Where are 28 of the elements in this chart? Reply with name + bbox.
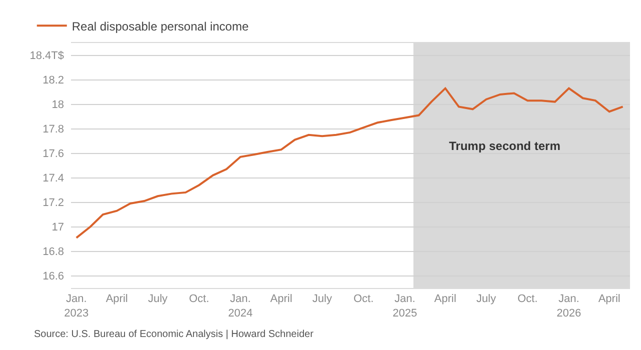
y-tick-label: 17: [52, 222, 64, 234]
x-tick-label: April: [106, 293, 128, 306]
y-tick-label: 17.8: [42, 124, 64, 136]
legend-label: Real disposable personal income: [72, 19, 249, 34]
y-tick-label: 16.6: [42, 270, 64, 283]
y-tick-label: 16.8: [42, 246, 64, 258]
x-tick-label: April: [434, 293, 456, 306]
x-tick-label: April: [598, 293, 620, 306]
x-tick-label: April: [270, 293, 292, 306]
x-tick-label: July: [312, 293, 332, 306]
x-tick-label: July: [476, 293, 496, 306]
x-tick-label: Oct.: [188, 293, 210, 306]
y-tick-label: 18.4T$: [30, 50, 64, 62]
x-tick-label: Jan. 2024: [228, 293, 253, 320]
x-tick-label: Jan. 2025: [392, 293, 418, 320]
line-series: [75, 87, 624, 239]
y-tick-label: 17.4: [42, 172, 64, 185]
x-tick-label: Jan. 2026: [556, 293, 582, 320]
y-tick-label: 17.2: [42, 197, 64, 210]
x-tick-label: Jan. 2023: [64, 293, 89, 320]
source-note: Source: U.S. Bureau of Economic Analysis | Howard Schneider: [34, 329, 314, 340]
x-tick-label: Oct.: [353, 293, 374, 306]
y-tick-label: 18: [52, 99, 64, 112]
band-label: Trump second term: [449, 139, 560, 153]
x-tick-label: July: [148, 293, 168, 306]
y-tick-label: 18.2: [42, 74, 64, 87]
y-tick-label: 17.6: [42, 148, 64, 160]
x-tick-label: Oct.: [517, 293, 538, 306]
